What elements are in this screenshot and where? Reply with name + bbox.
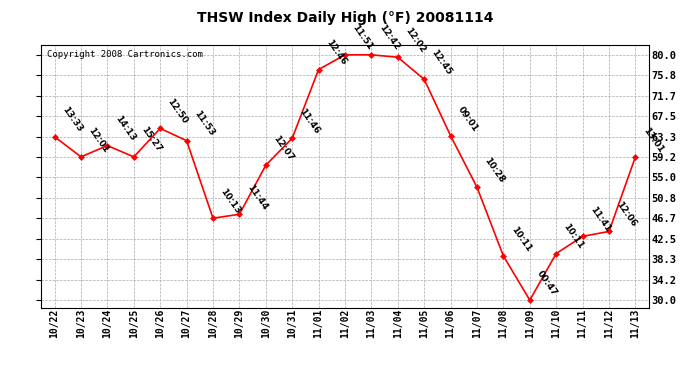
Text: 12:45: 12:45 xyxy=(430,48,453,76)
Text: 00:47: 00:47 xyxy=(535,269,559,297)
Text: 11:53: 11:53 xyxy=(192,109,216,138)
Text: 10:11: 10:11 xyxy=(509,225,533,253)
Text: 09:01: 09:01 xyxy=(456,105,480,133)
Text: 11:44: 11:44 xyxy=(245,183,269,212)
Text: 13:01: 13:01 xyxy=(641,126,664,154)
Text: 12:06: 12:06 xyxy=(615,200,638,229)
Text: 12:02: 12:02 xyxy=(404,26,427,54)
Text: 10:13: 10:13 xyxy=(219,187,242,215)
Text: 10:11: 10:11 xyxy=(562,222,586,251)
Text: 12:07: 12:07 xyxy=(271,134,295,162)
Text: THSW Index Daily High (°F) 20081114: THSW Index Daily High (°F) 20081114 xyxy=(197,11,493,25)
Text: 15:27: 15:27 xyxy=(139,125,164,154)
Text: 13:33: 13:33 xyxy=(60,105,84,134)
Text: 10:28: 10:28 xyxy=(482,156,506,184)
Text: 12:50: 12:50 xyxy=(166,97,190,126)
Text: 14:13: 14:13 xyxy=(113,114,137,143)
Text: 12:46: 12:46 xyxy=(324,38,348,67)
Text: 12:42: 12:42 xyxy=(377,23,401,52)
Text: 12:01: 12:01 xyxy=(86,126,110,154)
Text: Copyright 2008 Cartronics.com: Copyright 2008 Cartronics.com xyxy=(48,50,204,59)
Text: 11:51: 11:51 xyxy=(351,23,375,52)
Text: 11:46: 11:46 xyxy=(298,107,322,135)
Text: 11:41: 11:41 xyxy=(588,205,612,234)
